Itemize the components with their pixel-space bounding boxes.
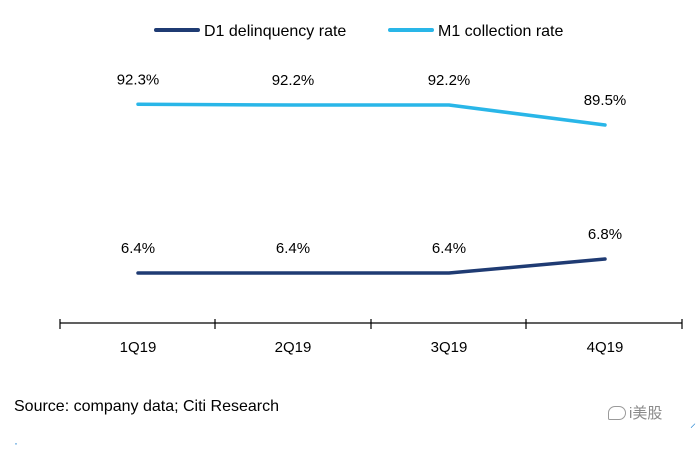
chat-bubble-icon	[608, 405, 626, 420]
legend-label: D1 delinquency rate	[204, 23, 346, 40]
series-line	[136, 102, 607, 127]
source-note: Source: company data; Citi Research	[14, 398, 280, 415]
series-line	[136, 257, 607, 275]
legend: D1 delinquency rate M1 collection rate	[154, 23, 563, 40]
data-label: 92.3%	[117, 71, 160, 88]
series-group: 6.4% 6.4% 6.4% 6.8% 92.3% 92.2% 92.2% 89.5%	[117, 71, 627, 275]
data-label: 6.4%	[276, 240, 310, 257]
x-axis: 1Q19 2Q19 3Q19 4Q19	[59, 319, 683, 356]
data-label: 92.2%	[272, 72, 315, 89]
legend-label: M1 collection rate	[438, 23, 563, 40]
corner-mark-icon: ⸝	[690, 416, 697, 430]
x-tick-label: 1Q19	[120, 339, 157, 356]
watermark-text: i美股	[629, 405, 663, 422]
watermark: i美股	[608, 402, 662, 423]
x-tick-label: 4Q19	[587, 339, 624, 356]
corner-mark-icon: ·	[14, 436, 18, 450]
line-chart: D1 delinquency rate M1 collection rate 1Q…	[59, 23, 683, 356]
data-label: 89.5%	[584, 92, 627, 109]
data-label: 92.2%	[428, 72, 471, 89]
data-label: 6.4%	[121, 240, 155, 257]
x-tick-label: 3Q19	[431, 339, 468, 356]
data-label: 6.8%	[588, 226, 622, 243]
data-label: 6.4%	[432, 240, 466, 257]
x-tick-label: 2Q19	[275, 339, 312, 356]
